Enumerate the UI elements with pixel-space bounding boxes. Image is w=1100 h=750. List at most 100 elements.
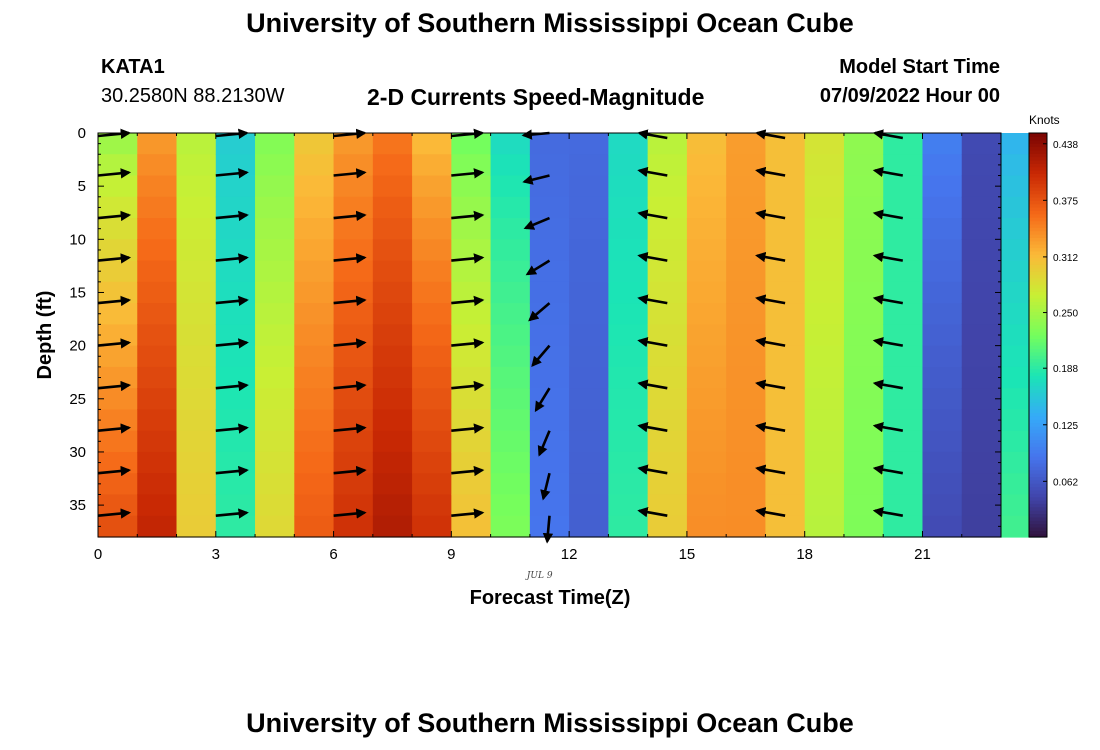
colorbar-segment: [1029, 149, 1047, 154]
heatmap-cell: [804, 239, 845, 262]
colorbar-segment: [1029, 335, 1047, 339]
colorbar-segment: [1029, 136, 1047, 141]
heatmap-cell: [372, 473, 413, 496]
colorbar-segment: [1029, 176, 1047, 181]
heatmap-cell: [883, 154, 924, 177]
heatmap-cell: [529, 218, 570, 240]
heatmap-cell: [883, 260, 924, 283]
heatmap-cell: [961, 324, 1002, 347]
current-vector: [755, 129, 786, 140]
heatmap-cell: [647, 515, 688, 538]
heatmap-cell: [294, 196, 335, 219]
heatmap-cell: [883, 345, 924, 368]
colorbar-segment: [1029, 318, 1047, 323]
heatmap-cell: [137, 430, 178, 453]
heatmap-cell: [372, 218, 413, 240]
heatmap-cell: [176, 175, 217, 198]
colorbar-segment: [1029, 506, 1047, 511]
heatmap-cell: [294, 239, 335, 262]
heatmap-cell: [765, 196, 806, 219]
heatmap-cell: [412, 473, 452, 496]
heatmap-cell: [372, 388, 413, 411]
heatmap-cell: [765, 154, 806, 177]
heatmap-cell: [686, 494, 727, 517]
heatmap-cell: [608, 388, 649, 411]
colorbar-segment: [1029, 260, 1047, 265]
heatmap-cell: [255, 409, 295, 432]
current-vector: [872, 507, 904, 518]
heatmap-cell: [804, 515, 845, 538]
heatmap-cell: [176, 345, 217, 368]
heatmap-cell: [529, 345, 570, 368]
heatmap-cell: [765, 473, 806, 496]
heatmap-cell: [176, 324, 217, 347]
colorbar-tick-label: 0.375: [1053, 196, 1078, 207]
heatmap-cell: [922, 345, 963, 368]
heatmap-cell: [176, 218, 217, 240]
y-tick-label: 35: [69, 497, 86, 514]
heatmap-cell: [529, 281, 570, 304]
heatmap-cell: [569, 473, 609, 496]
current-vector: [637, 166, 668, 178]
x-tick-label: 9: [447, 546, 455, 563]
x-tick-label: 6: [329, 546, 337, 563]
current-vector: [872, 209, 904, 220]
heatmap-cell: [843, 388, 884, 411]
colorbar-segment: [1029, 523, 1047, 528]
colorbar-segment: [1029, 510, 1047, 515]
heatmap-cell: [98, 473, 138, 496]
heatmap-cell: [647, 430, 688, 453]
colorbar-segment: [1029, 170, 1047, 174]
heatmap-cell: [726, 281, 767, 304]
heatmap-cell: [647, 260, 688, 283]
heatmap-cell: [647, 303, 688, 325]
heatmap-cell: [843, 303, 884, 325]
current-vector: [97, 423, 132, 434]
heatmap-cell: [686, 515, 727, 538]
current-vector: [872, 464, 904, 475]
colorbar-segment: [1029, 503, 1047, 508]
current-vector: [215, 380, 249, 392]
heatmap-cell: [726, 175, 767, 198]
colorbar-segment: [1029, 301, 1047, 306]
colorbar-segment: [1029, 281, 1047, 286]
colorbar-segment: [1029, 143, 1047, 148]
heatmap-cell: [137, 324, 178, 347]
heatmap-cell: [726, 154, 767, 177]
heatmap-cell: [804, 430, 845, 453]
heatmap-cell: [686, 260, 727, 283]
colorbar-segment: [1029, 190, 1047, 195]
heatmap-cell: [529, 260, 570, 283]
colorbar-segment: [1029, 348, 1047, 353]
heatmap-cell: [961, 154, 1002, 177]
heatmap-cell: [490, 451, 531, 474]
colorbar-segment: [1029, 183, 1047, 188]
heatmap-cell: [137, 239, 178, 262]
heatmap-cell: [294, 260, 335, 283]
heatmap-cell: [98, 218, 138, 240]
current-vector: [755, 507, 786, 518]
heatmap-cell: [255, 260, 295, 283]
current-vector: [637, 507, 668, 518]
heatmap-cell: [569, 515, 609, 538]
current-vector: [215, 465, 249, 477]
current-vector: [333, 210, 367, 222]
current-vector: [97, 380, 132, 392]
heatmap-cell: [529, 473, 570, 496]
heatmap-cell: [843, 409, 884, 432]
heatmap-cell: [765, 218, 806, 240]
heatmap-cell: [255, 218, 295, 240]
colorbar-segment: [1029, 250, 1047, 255]
heatmap-cell: [765, 345, 806, 368]
heatmap-cell: [451, 430, 492, 453]
heatmap-cell: [686, 473, 727, 496]
heatmap-cell: [412, 409, 452, 432]
heatmap-cell: [843, 133, 884, 155]
heatmap-cell: [569, 494, 609, 517]
heatmap-cell: [529, 409, 570, 432]
current-vector: [637, 422, 668, 433]
heatmap-cell: [922, 451, 963, 474]
y-tick-label: 5: [78, 178, 86, 195]
heatmap-cell: [176, 154, 217, 177]
colorbar-segment: [1029, 530, 1047, 535]
